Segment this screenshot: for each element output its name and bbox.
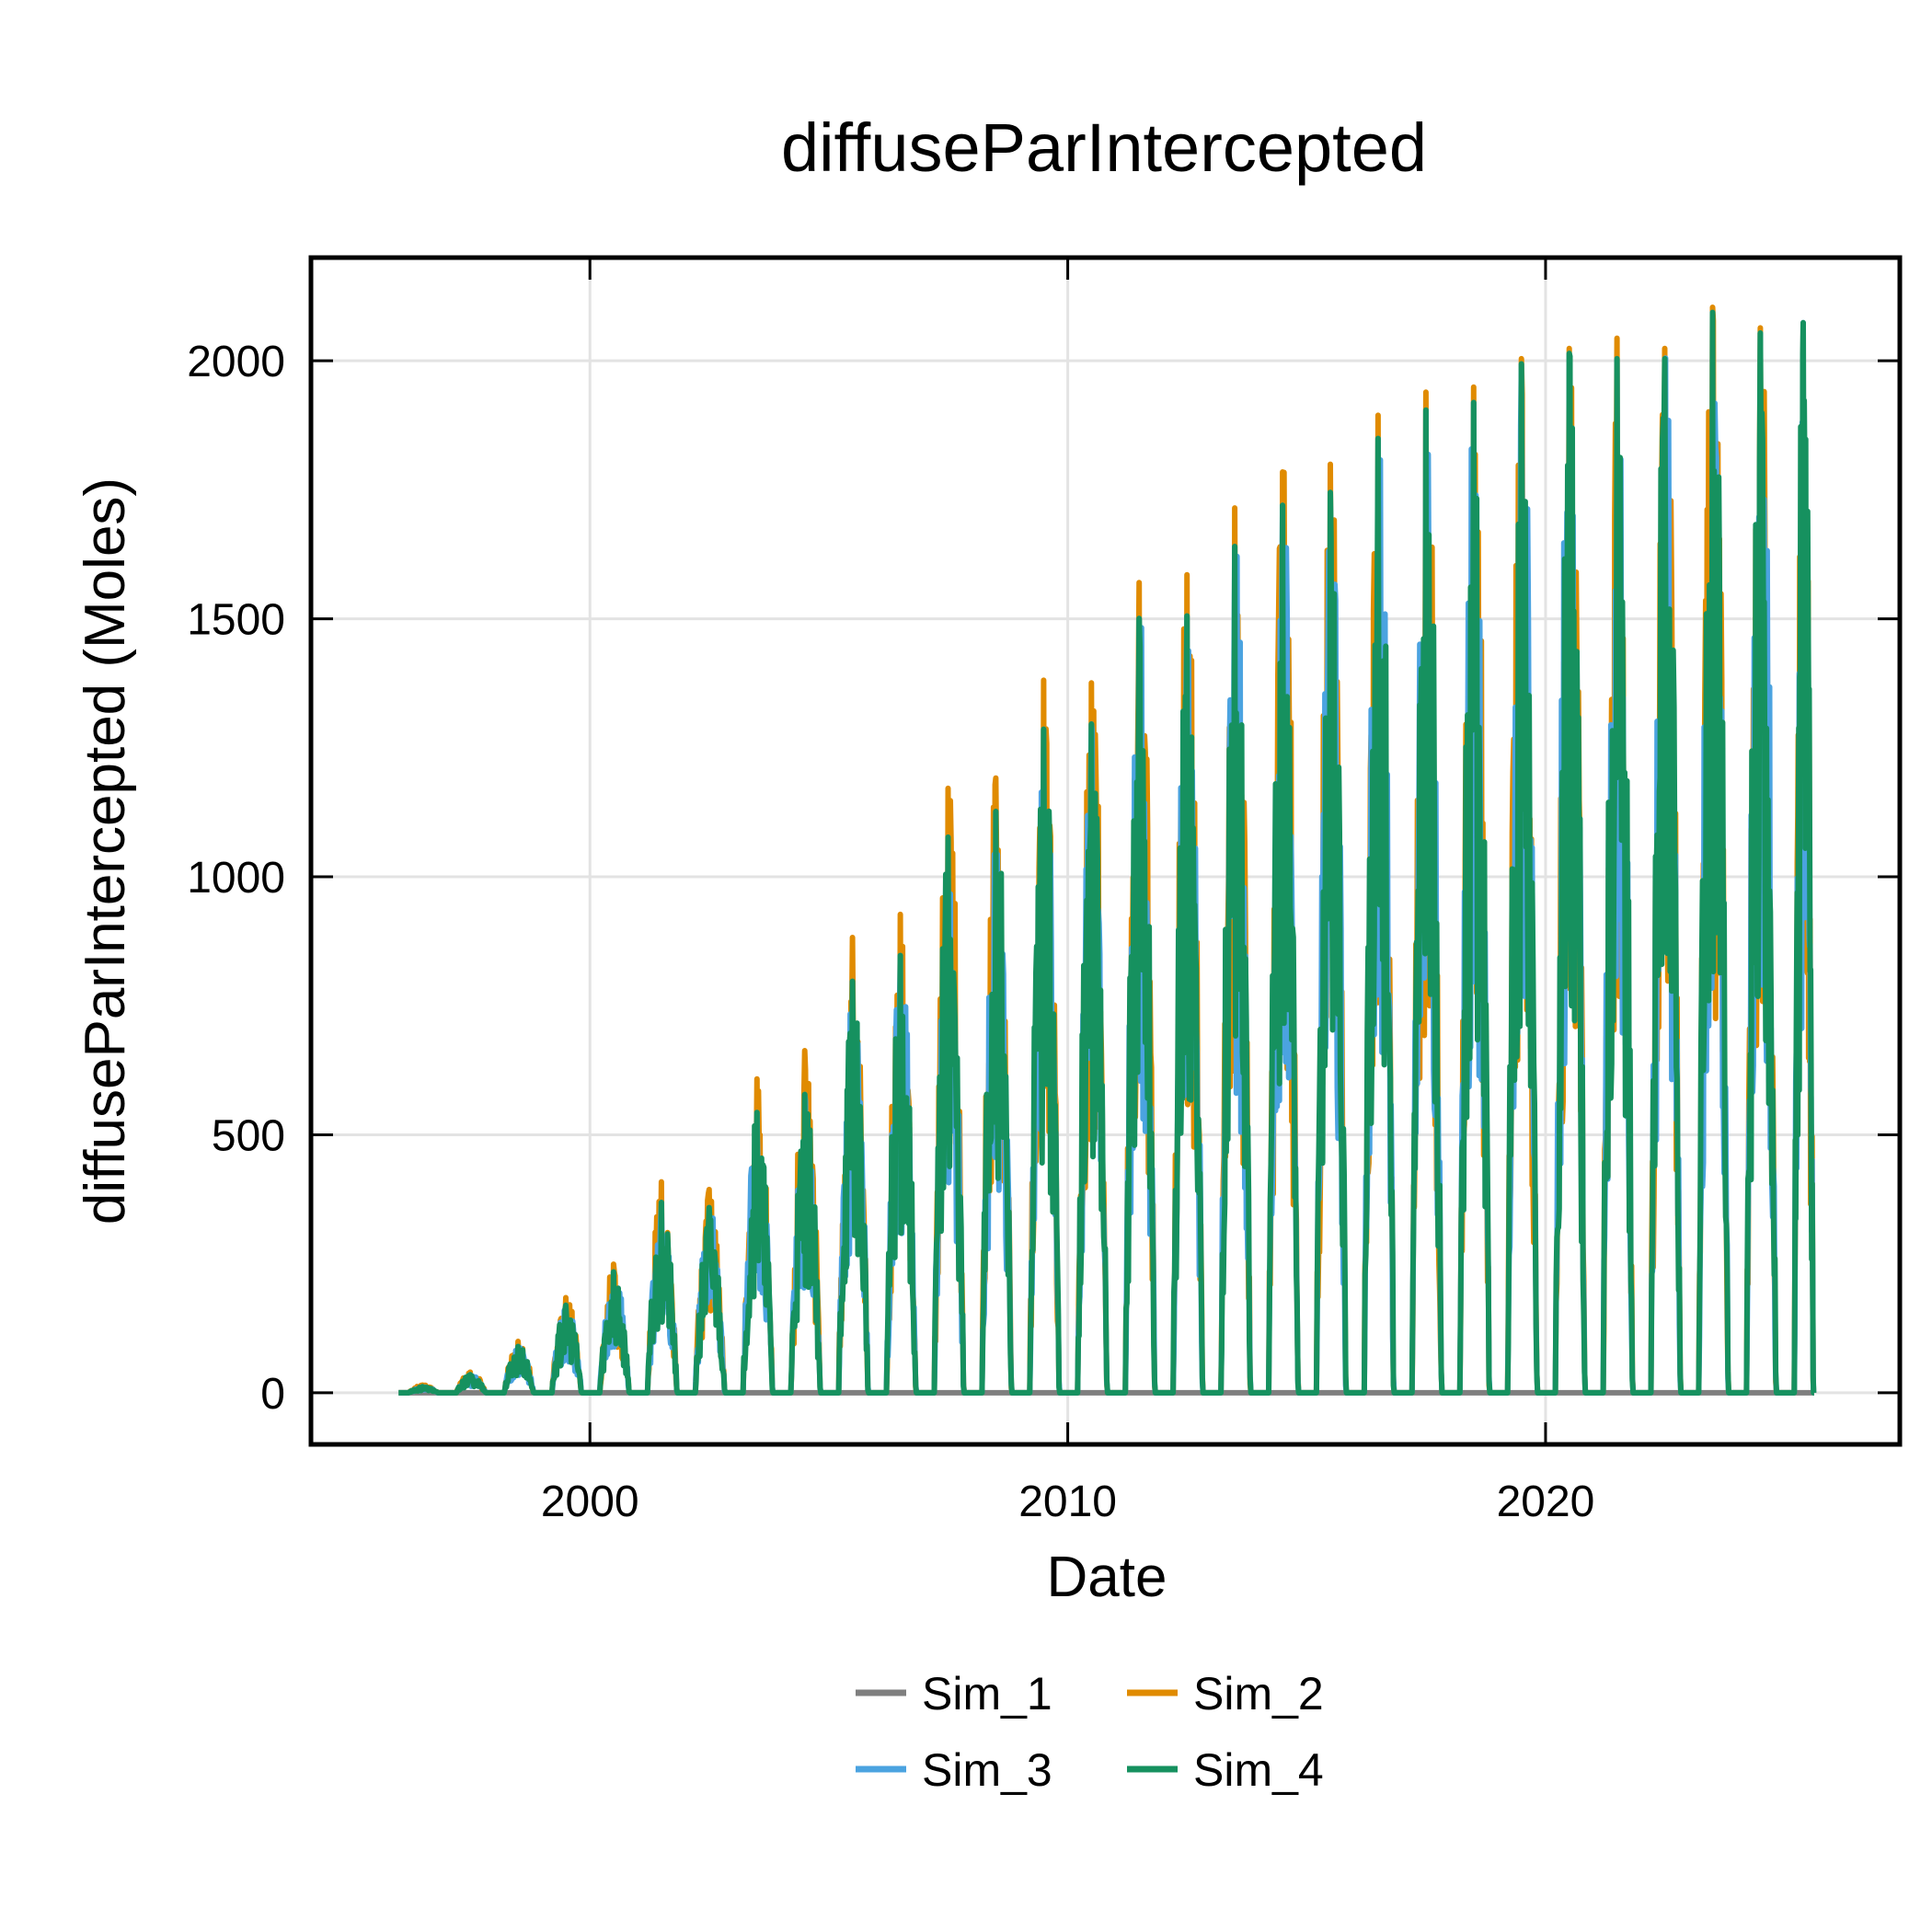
series-line-sim-4: [398, 309, 1817, 1396]
legend-label: Sim_2: [1193, 1668, 1324, 1719]
legend-label: Sim_3: [922, 1744, 1052, 1796]
x-tick-label: 2000: [541, 1478, 639, 1526]
x-tick-label: 2010: [1018, 1478, 1117, 1526]
legend-label: Sim_1: [922, 1668, 1052, 1719]
axes: 2000 2010 2020 0 500 1000 1500 2000: [187, 258, 1900, 1526]
x-tick-label: 2020: [1497, 1478, 1595, 1526]
legend: Sim_1 Sim_2 Sim_3 Sim_4: [856, 1668, 1324, 1796]
legend-label: Sim_4: [1193, 1744, 1324, 1796]
y-tick-label: 1000: [187, 854, 285, 903]
plot-frame: [308, 255, 1903, 1447]
x-axis-title: Date: [1047, 1546, 1167, 1609]
series-group: [398, 305, 1817, 1396]
y-tick-label: 2000: [187, 338, 285, 386]
chart-title: diffuseParIntercepted: [781, 109, 1427, 186]
y-tick-label: 500: [212, 1111, 285, 1160]
y-tick-label: 1500: [187, 596, 285, 645]
y-tick-label: 0: [260, 1370, 285, 1419]
y-axis-title: diffuseParIntercepted (Moles): [74, 477, 137, 1225]
